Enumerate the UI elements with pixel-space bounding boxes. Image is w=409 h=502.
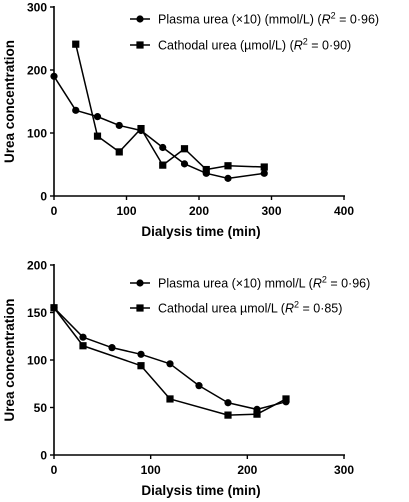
data-point-circle <box>260 169 268 177</box>
data-point-circle <box>159 143 167 152</box>
x-axis-title: Dialysis time (min) <box>141 483 260 498</box>
y-tick-label: 100 <box>27 354 47 368</box>
data-point-circle <box>224 399 232 407</box>
data-point-square <box>137 362 145 370</box>
legend-marker-circle <box>136 279 144 287</box>
x-tick-label: 200 <box>189 204 209 218</box>
y-tick-label: 0 <box>40 190 47 204</box>
series-line <box>53 307 287 411</box>
data-point-square <box>224 162 232 170</box>
data-point-square <box>115 148 123 156</box>
legend-r-symbol: R <box>294 39 303 53</box>
legend-marker-square <box>136 41 144 49</box>
legend-r-superscript: 2 <box>322 275 327 285</box>
y-tick-label: 100 <box>27 127 47 141</box>
data-point-square <box>93 132 102 140</box>
x-tick-label: 300 <box>261 204 281 218</box>
data-point-circle <box>166 360 174 368</box>
data-point-circle <box>50 72 58 80</box>
legend-series-name: Plasma urea (×10) (mmol/L) ( <box>158 13 322 27</box>
data-point-square <box>166 395 174 403</box>
legend-series-name: Cathodal urea (µmol/L) ( <box>158 39 295 53</box>
data-point-square <box>253 410 261 418</box>
y-tick-label: 50 <box>34 401 48 415</box>
x-tick-label: 0 <box>51 204 58 218</box>
y-tick-label: 200 <box>27 64 47 78</box>
legend-marker-square <box>136 304 144 312</box>
data-point-square <box>180 145 189 153</box>
x-tick-label: 200 <box>237 463 257 477</box>
legend-r-superscript: 2 <box>331 11 336 21</box>
data-point-square <box>260 163 268 171</box>
series-line <box>75 43 265 171</box>
x-tick-label: 300 <box>334 463 354 477</box>
data-point-circle <box>137 350 145 358</box>
y-tick-label: 0 <box>40 449 47 463</box>
legend-r-value: = 0·85) <box>299 302 342 316</box>
legend-r-symbol: R <box>285 302 294 316</box>
data-point-square <box>202 165 210 174</box>
series-line <box>53 75 265 180</box>
y-tick-label: 200 <box>27 259 47 273</box>
legend-r-superscript: 2 <box>294 300 299 310</box>
data-point-circle <box>79 333 87 341</box>
data-point-square <box>137 124 145 133</box>
data-point-square <box>50 304 58 312</box>
legend-r-value: = 0·96) <box>327 277 370 291</box>
legend-r-symbol: R <box>322 13 331 27</box>
x-tick-label: 100 <box>116 204 136 218</box>
y-tick-label: 300 <box>27 1 47 15</box>
data-point-circle <box>180 160 189 168</box>
legend-label: Cathodal urea µmol/L (R2 = 0·85) <box>158 300 342 316</box>
x-tick-label: 100 <box>141 463 161 477</box>
y-tick-label: 150 <box>27 306 47 320</box>
data-point-circle <box>72 106 80 114</box>
data-point-square <box>79 342 87 350</box>
data-point-square <box>224 411 232 419</box>
data-point-circle <box>93 113 102 121</box>
data-point-circle <box>195 382 203 390</box>
data-point-square <box>159 161 167 169</box>
legend-label: Cathodal urea (µmol/L) (R2 = 0·90) <box>158 37 351 53</box>
legend-r-superscript: 2 <box>303 37 308 47</box>
data-point-circle <box>224 174 232 182</box>
x-tick-label: 0 <box>51 463 58 477</box>
legend-r-symbol: R <box>313 277 322 291</box>
legend-series-name: Plasma urea (×10) mmol/L ( <box>158 277 314 291</box>
chart-panel-bottom: 0 100 200 300 0 50 100 150 200 Dialysis time (min… <box>2 259 370 499</box>
data-point-circle <box>108 344 116 352</box>
y-axis-title: Urea concentration <box>2 298 17 421</box>
data-point-circle <box>115 121 123 130</box>
y-axis-title: Urea concentration <box>2 40 17 163</box>
legend-series-name: Cathodal urea µmol/L ( <box>158 302 286 316</box>
x-axis-title: Dialysis time (min) <box>141 224 260 239</box>
legend-marker-circle <box>136 15 144 23</box>
legend-r-value: = 0·90) <box>308 39 351 53</box>
data-point-square <box>72 40 80 48</box>
legend-label: Plasma urea (×10) mmol/L (R2 = 0·96) <box>158 275 370 291</box>
legend-r-value: = 0·96) <box>336 13 379 27</box>
x-tick-label: 400 <box>334 204 354 218</box>
legend-label: Plasma urea (×10) (mmol/L) (R2 = 0·96) <box>158 11 379 27</box>
data-point-square <box>282 395 290 403</box>
